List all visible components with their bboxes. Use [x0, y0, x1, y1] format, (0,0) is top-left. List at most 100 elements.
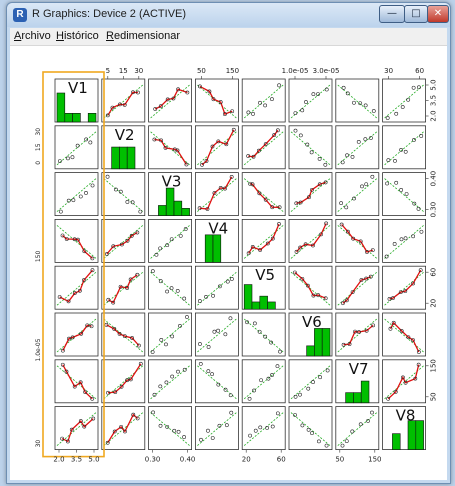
data-point [204, 294, 208, 299]
histogram-bar [314, 328, 323, 357]
panel-frame [335, 406, 380, 451]
data-point [90, 183, 95, 188]
data-point [90, 268, 95, 273]
histogram-bar [415, 420, 424, 450]
data-point [387, 296, 392, 301]
panel-V8-V4 [194, 406, 239, 451]
data-point [293, 413, 297, 417]
data-point [170, 334, 175, 339]
right-axis-label-V1: 2.0 [430, 110, 438, 121]
data-point [82, 249, 87, 254]
data-point [339, 201, 344, 206]
data-point [401, 375, 405, 380]
data-point [265, 241, 270, 246]
data-point [263, 103, 268, 108]
data-point [60, 436, 65, 441]
panel-frame [335, 312, 380, 357]
panel-V4-V8 [382, 218, 427, 263]
data-point [158, 104, 163, 109]
panel-frame [194, 312, 239, 357]
histogram-bar [212, 234, 222, 263]
panel-V5-V8 [382, 265, 427, 310]
histogram-bar [243, 284, 253, 310]
histogram-bar [353, 392, 362, 404]
data-point [151, 410, 155, 415]
panel-V4-V7 [335, 218, 380, 263]
data-point [131, 412, 136, 417]
panel-frame [241, 359, 286, 404]
data-point [275, 128, 280, 133]
regression-line [150, 225, 190, 259]
menu-historico[interactable]: Histórico [56, 30, 99, 42]
data-point [357, 330, 361, 334]
data-point [199, 437, 203, 442]
bottom-axis-label-V1: 2.0 [53, 456, 64, 464]
data-point [217, 423, 222, 428]
data-point [198, 342, 202, 346]
variable-label-V2: V2 [115, 126, 135, 144]
data-point [344, 439, 349, 443]
panel-frame [382, 218, 427, 263]
panel-frame [241, 78, 286, 123]
panel-V8-V8: V8 [382, 406, 427, 451]
data-point [317, 439, 321, 444]
panel-frame [241, 406, 286, 451]
panel-frame [54, 406, 99, 451]
data-point [60, 362, 65, 367]
panel-V4-V2 [101, 218, 146, 263]
data-point [366, 418, 370, 423]
minimize-button[interactable]: — [379, 5, 405, 23]
data-point [294, 201, 299, 206]
data-point [311, 243, 315, 248]
right-axis-label-V5: 60 [430, 268, 438, 277]
panel-V7-V7: V7 [335, 359, 380, 404]
data-point [165, 289, 170, 294]
data-point [218, 100, 223, 104]
data-point [399, 237, 404, 242]
title-bar[interactable]: R R Graphics: Device 2 (ACTIVE) — □ ✕ [7, 3, 450, 27]
bottom-axis-label-V1: 5.0 [88, 456, 99, 464]
data-point [364, 182, 369, 187]
data-point [270, 97, 274, 102]
data-point [117, 332, 122, 336]
panel-frame [148, 125, 193, 170]
panel-V1-V6 [288, 78, 333, 123]
panel-V7-V3 [148, 359, 193, 404]
smooth-line [248, 223, 280, 254]
data-point [176, 429, 181, 434]
menu-bar: Archivo Histórico Redimensionar [10, 28, 447, 46]
data-point [163, 146, 168, 150]
panel-V1-V4 [194, 78, 239, 123]
data-point [384, 254, 389, 259]
data-point [364, 328, 369, 333]
histogram-bar [158, 205, 167, 216]
data-point [358, 101, 363, 106]
regression-line [337, 84, 378, 119]
data-point [392, 242, 397, 246]
data-point [258, 248, 263, 252]
panel-frame [148, 265, 193, 310]
close-button[interactable]: ✕ [427, 5, 449, 23]
panel-frame [382, 172, 427, 216]
data-point [365, 250, 369, 254]
data-point [298, 200, 303, 205]
data-point [172, 428, 177, 433]
data-point [198, 362, 203, 366]
data-point [200, 162, 204, 167]
data-point [393, 159, 397, 163]
data-point [404, 192, 409, 196]
regression-line [56, 365, 97, 400]
panel-frame [101, 359, 146, 404]
maximize-button[interactable]: □ [404, 5, 428, 23]
panel-V2-V3 [148, 125, 193, 170]
data-point [66, 299, 71, 304]
data-point [275, 364, 280, 369]
menu-redimensionar[interactable]: Redimensionar [106, 30, 180, 42]
data-point [217, 284, 222, 289]
menu-archivo[interactable]: Archivo [14, 30, 51, 42]
data-point [104, 322, 109, 327]
data-point [247, 396, 252, 401]
data-point [350, 429, 355, 434]
data-point [85, 323, 90, 328]
data-point [204, 159, 209, 163]
